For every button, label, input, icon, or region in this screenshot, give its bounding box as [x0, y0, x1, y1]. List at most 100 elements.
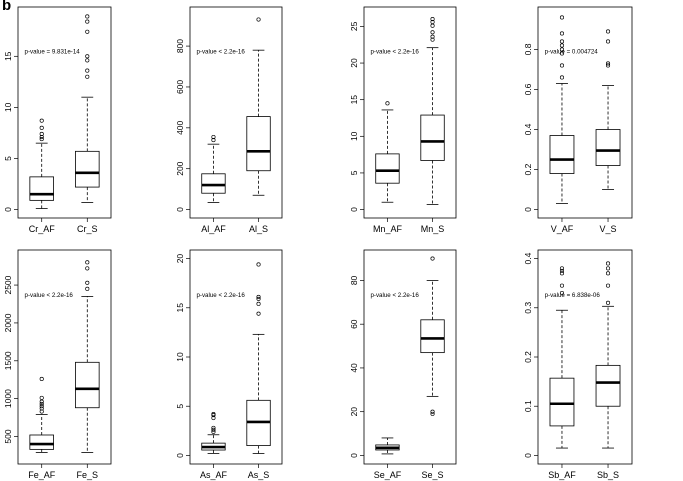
- outlier-point: [85, 68, 90, 73]
- p-value-annotation: p-value < 2.2e-16: [25, 292, 74, 299]
- y-tick-label: 0: [175, 453, 185, 458]
- y-tick-label: 25: [349, 21, 359, 31]
- iqr-box: [595, 364, 621, 407]
- outlier-point: [211, 415, 216, 421]
- outlier-point: [559, 271, 565, 276]
- p-value-annotation: p-value < 2.2e-16: [370, 292, 419, 299]
- y-tick-label: 0.6: [523, 83, 533, 95]
- x-tick-label: Mn_S: [421, 224, 445, 234]
- y-tick-label: 0: [349, 207, 359, 212]
- y-tick-label: 0.2: [523, 163, 533, 175]
- y-tick-label: 15: [3, 51, 13, 61]
- outlier-point: [39, 118, 44, 123]
- panel-label: b: [2, 0, 12, 14]
- boxplot-panel-al: 0 200 400 600 800 p-value < 2.2e-16 Al_AF Al_S: [175, 6, 283, 234]
- x-tick-label: Mn_AF: [373, 224, 403, 234]
- outlier-point: [256, 311, 261, 316]
- y-tick-label: 5: [3, 156, 13, 161]
- x-tick-label: Al_AF: [201, 224, 226, 234]
- outlier-point: [559, 63, 565, 68]
- outlier-point: [85, 29, 90, 34]
- y-tick-label: 0.1: [523, 400, 533, 412]
- y-tick-label: 15: [175, 303, 185, 313]
- outlier-point: [85, 58, 90, 63]
- outlier-point: [605, 63, 611, 68]
- p-value-annotation: p-value = 9.831e-14: [25, 48, 81, 55]
- plot-frame: [17, 6, 112, 219]
- outlier-point: [85, 74, 90, 79]
- outlier-point: [430, 37, 435, 42]
- outlier-point: [559, 31, 565, 36]
- outlier-point: [430, 23, 435, 28]
- outlier-point: [211, 429, 216, 434]
- outlier-point: [430, 256, 435, 261]
- boxplot-panel-cr: 0 5 10 15 p-value = 9.831e-14 Cr_AF Cr_S: [3, 6, 112, 234]
- outlier-point: [39, 137, 44, 142]
- outlier-point: [559, 47, 565, 52]
- y-tick-label: 1500: [3, 351, 13, 370]
- outlier-point: [559, 268, 565, 273]
- y-tick-label: 0.4: [523, 123, 533, 135]
- outlier-point: [85, 54, 90, 59]
- iqr-box: [29, 434, 54, 450]
- outlier-point: [39, 131, 44, 137]
- p-value-annotation: p-value = 6.838e-06: [545, 292, 601, 299]
- outlier-point: [39, 125, 44, 130]
- y-tick-label: 0.4: [523, 252, 533, 264]
- outlier-point: [430, 19, 435, 25]
- outlier-point: [559, 43, 565, 48]
- y-tick-label: 200: [175, 161, 185, 175]
- outlier-point: [559, 51, 565, 56]
- y-tick-label: 0: [523, 207, 533, 212]
- y-tick-label: 2500: [3, 275, 13, 294]
- outlier-point: [256, 301, 261, 306]
- y-tick-label: 0: [175, 207, 185, 212]
- boxplot-panel-fe: 500 1000 1500 2000 2500 p-value < 2.2e-16 Fe_A…: [3, 249, 112, 480]
- x-tick-label: Sb_AF: [548, 470, 576, 480]
- outlier-point: [559, 39, 565, 44]
- outlier-point: [559, 266, 565, 271]
- outlier-point: [605, 29, 611, 34]
- p-value-annotation: p-value < 2.2e-16: [196, 292, 245, 299]
- outlier-point: [430, 411, 435, 416]
- x-tick-label: Se_AF: [374, 470, 402, 480]
- y-tick-label: 0: [349, 453, 359, 458]
- plot-frame: [363, 249, 457, 465]
- outlier-point: [559, 290, 565, 296]
- outlier-point: [85, 19, 90, 24]
- outlier-point: [256, 17, 261, 22]
- iqr-box: [201, 173, 226, 194]
- outlier-point: [39, 401, 44, 406]
- x-tick-label: As_S: [248, 470, 270, 480]
- outlier-point: [605, 39, 611, 44]
- outlier-point: [605, 261, 611, 266]
- outlier-point: [559, 283, 565, 288]
- outlier-point: [256, 262, 261, 267]
- y-tick-label: 1000: [3, 389, 13, 408]
- y-tick-label: 10: [3, 102, 13, 112]
- outlier-point: [559, 75, 565, 80]
- outlier-point: [605, 300, 611, 305]
- plot-frame: [537, 6, 633, 219]
- outlier-point: [256, 294, 261, 300]
- outlier-point: [39, 409, 44, 414]
- plot-frame: [363, 6, 457, 219]
- x-tick-label: Cr_AF: [29, 224, 56, 234]
- outlier-point: [85, 280, 90, 285]
- outlier-point: [211, 425, 216, 430]
- iqr-box: [420, 319, 445, 354]
- y-tick-label: 800: [175, 39, 185, 53]
- outlier-point: [430, 409, 435, 414]
- outlier-point: [39, 395, 44, 400]
- y-tick-label: 15: [349, 95, 359, 105]
- outlier-point: [39, 404, 44, 409]
- iqr-box: [549, 135, 575, 174]
- outlier-point: [85, 14, 90, 19]
- outlier-point: [211, 134, 216, 140]
- y-tick-label: 5: [349, 170, 359, 175]
- x-tick-label: Fe_AF: [28, 470, 56, 480]
- y-tick-label: 0.3: [523, 302, 533, 314]
- x-tick-label: As_AF: [200, 470, 228, 480]
- outlier-point: [559, 15, 565, 20]
- outlier-point: [211, 427, 216, 432]
